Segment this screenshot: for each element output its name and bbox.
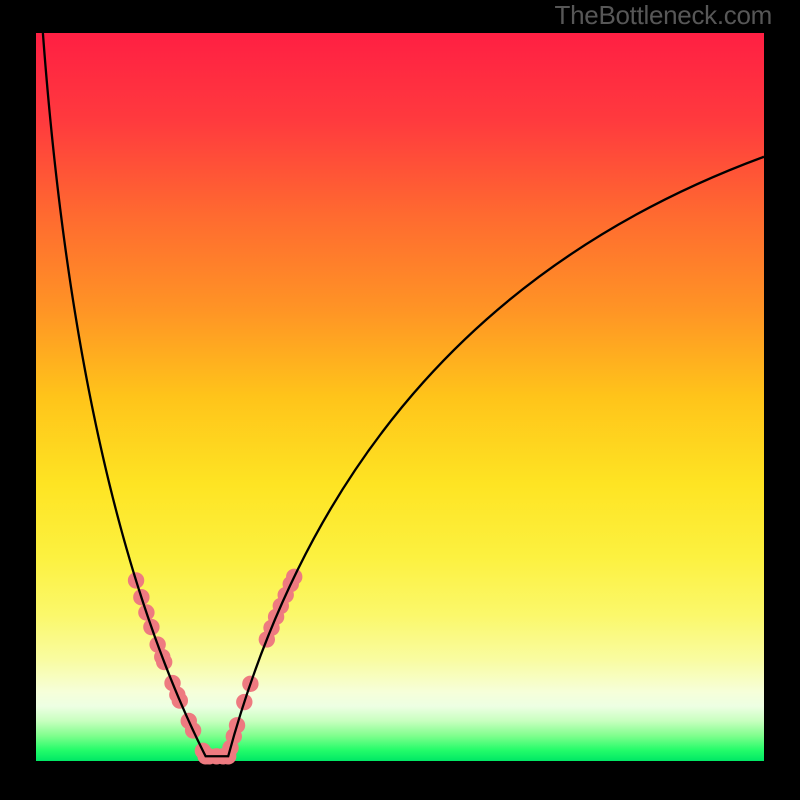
plot-area	[36, 33, 764, 761]
watermark-label: TheBottleneck.com	[555, 0, 772, 31]
marker-group	[128, 569, 303, 765]
curve-layer	[36, 33, 764, 761]
outer-frame: TheBottleneck.com	[0, 0, 800, 800]
